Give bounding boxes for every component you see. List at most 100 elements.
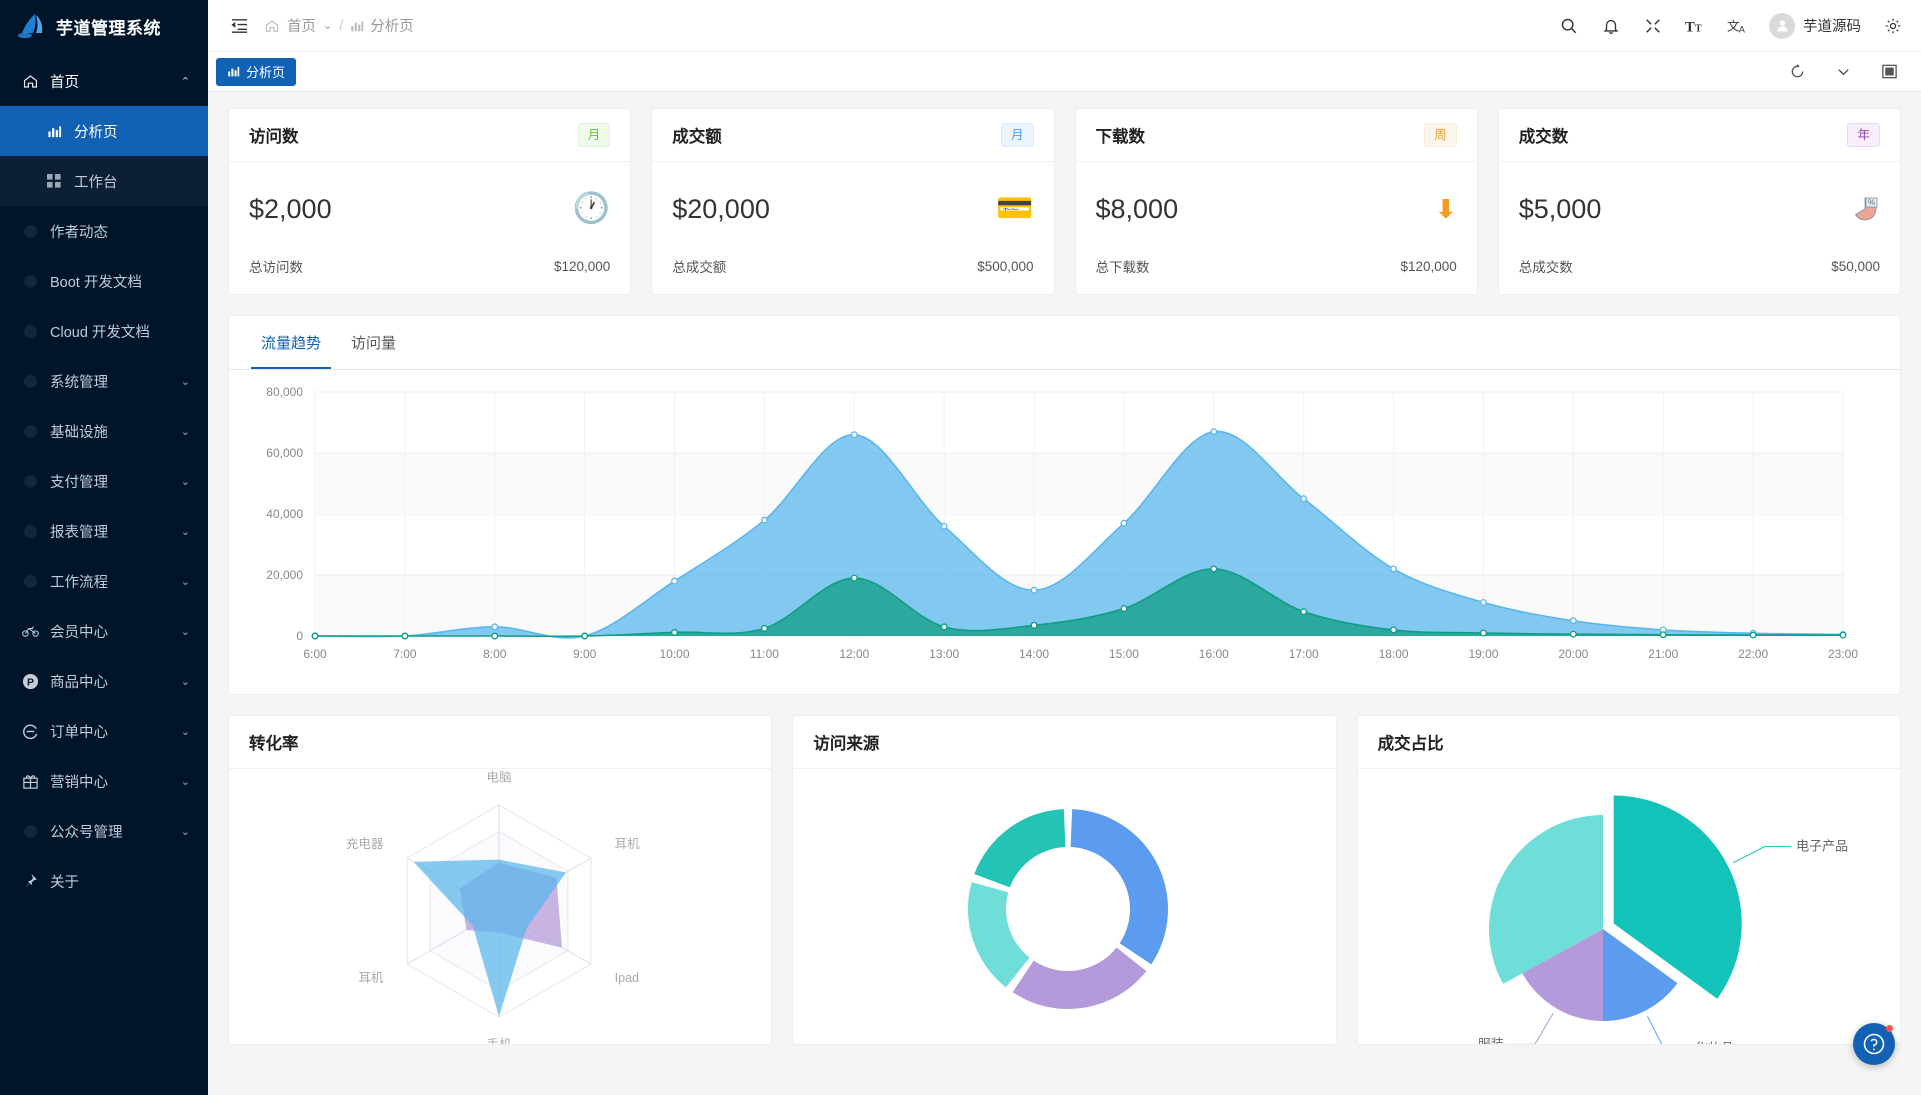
- tab-visits[interactable]: 访问量: [341, 316, 406, 369]
- svg-text:耳机: 耳机: [358, 971, 384, 985]
- sidebar-item-analysis[interactable]: 分析页: [0, 106, 208, 156]
- sidebar-item-mp[interactable]: 公众号管理 ⌄: [0, 806, 208, 856]
- grid-icon: [44, 174, 64, 188]
- area-chart[interactable]: 0 20,000 40,000 60,000 80,000 6:00 7:00 8:00 9:0…: [229, 370, 1900, 694]
- svg-text:60,000: 60,000: [266, 446, 303, 460]
- sidebar-item-about[interactable]: 关于: [0, 856, 208, 906]
- sidebar-item-boot-docs[interactable]: Boot 开发文档: [0, 256, 208, 306]
- svg-text:电脑: 电脑: [486, 770, 511, 784]
- svg-text:13:00: 13:00: [929, 647, 959, 661]
- sidebar-item-order[interactable]: 订单中心 ⌄: [0, 706, 208, 756]
- svg-text:电子产品: 电子产品: [1796, 838, 1848, 853]
- translate-icon[interactable]: 文 A: [1727, 16, 1747, 36]
- tabbar: 分析页: [208, 52, 1921, 92]
- chevron-down-icon: ⌄: [180, 425, 190, 438]
- card-header: 访问来源: [793, 716, 1336, 769]
- breadcrumb-home-label[interactable]: 首页: [287, 19, 316, 35]
- sidebar-item-home[interactable]: 首页 ⌃: [0, 56, 208, 106]
- stat-main: $20,000 💳: [672, 182, 1033, 236]
- period-badge: 月: [577, 123, 611, 147]
- tab-analysis[interactable]: 分析页: [216, 57, 297, 86]
- breadcrumb-current-label: 分析页: [370, 19, 414, 35]
- breadcrumb-separator: /: [339, 17, 344, 34]
- sidebar-item-system[interactable]: 系统管理 ⌄: [0, 356, 208, 406]
- svg-text:20:00: 20:00: [1558, 647, 1588, 661]
- donut-chart[interactable]: [793, 769, 1335, 1044]
- collapse-menu-icon[interactable]: [228, 15, 250, 37]
- sidebar-item-label: 商品中心: [50, 674, 108, 691]
- stat-sub-label: 总访问数: [249, 260, 303, 275]
- sidebar-item-label: Boot 开发文档: [50, 274, 142, 291]
- main-area: 首页 ⌄ / 分析页: [208, 0, 1921, 1095]
- stat-footer: 总下载数 $120,000: [1096, 256, 1457, 276]
- topbar: 首页 ⌄ / 分析页: [208, 0, 1921, 52]
- svg-text:14:00: 14:00: [1019, 647, 1049, 661]
- user-menu[interactable]: 芋道源码: [1769, 12, 1861, 39]
- stat-footer: 总成交数 $50,000: [1519, 256, 1880, 276]
- card-header: 成交数 年: [1498, 109, 1900, 162]
- bell-icon[interactable]: [1601, 16, 1621, 36]
- sidebar-item-label: 分析页: [74, 124, 118, 141]
- sidebar-item-pay[interactable]: 支付管理 ⌄: [0, 456, 208, 506]
- tab-label: 分析页: [246, 65, 286, 80]
- card-body: $20,000 💳 总成交额 $500,000: [652, 162, 1053, 294]
- chevron-down-icon: ⌄: [180, 675, 190, 688]
- card-title: 转化率: [249, 735, 299, 753]
- chevron-down-icon: ⌄: [180, 575, 190, 588]
- chevron-down-icon[interactable]: [1833, 62, 1853, 82]
- tabbar-actions: [1787, 62, 1921, 82]
- sidebar-item-cloud-docs[interactable]: Cloud 开发文档: [0, 306, 208, 356]
- svg-text:A: A: [1739, 24, 1746, 34]
- content: 访问数 月 $2,000 🕐 总访问数 $120,000: [208, 92, 1921, 1095]
- stat-card-row: 访问数 月 $2,000 🕐 总访问数 $120,000: [228, 108, 1901, 295]
- brand[interactable]: 芋道管理系统: [0, 0, 208, 52]
- svg-text:化妆品: 化妆品: [1694, 1040, 1733, 1045]
- sidebar-item-infra[interactable]: 基础设施 ⌄: [0, 406, 208, 456]
- tab-label: 流量趋势: [261, 335, 322, 352]
- sidebar-item-report[interactable]: 报表管理 ⌄: [0, 506, 208, 556]
- stat-sub-label: 总成交数: [1518, 260, 1573, 275]
- svg-text:T: T: [1695, 23, 1702, 34]
- stat-card-turnover: 成交额 月 $20,000 💳 总成交额 $500,000: [651, 108, 1055, 295]
- sidebar-item-author-news[interactable]: 作者动态: [0, 206, 208, 256]
- pie-chart[interactable]: 电子产品化妆品 服装: [1358, 769, 1900, 1045]
- gear-icon[interactable]: [1883, 16, 1903, 36]
- sidebar-item-label: 工作台: [74, 174, 118, 191]
- period-badge: 月: [1000, 123, 1034, 147]
- gift-icon: [20, 771, 40, 791]
- home-icon[interactable]: [264, 18, 280, 34]
- tab-traffic-trend[interactable]: 流量趋势: [251, 316, 332, 369]
- stat-main: $2,000 🕐: [249, 182, 610, 236]
- user-name: 芋道源码: [1803, 19, 1861, 35]
- sidebar-item-workbench[interactable]: 工作台: [0, 156, 208, 206]
- card-title: 成交占比: [1377, 735, 1444, 753]
- p-circle-icon: P: [20, 671, 40, 691]
- card-header: 转化率: [229, 716, 772, 769]
- sidebar-item-member[interactable]: 会员中心 ⌄: [0, 606, 208, 656]
- help-button[interactable]: [1853, 1023, 1895, 1065]
- svg-text:21:00: 21:00: [1648, 647, 1678, 661]
- stat-sub-value: $120,000: [553, 258, 611, 274]
- maximize-icon[interactable]: [1879, 62, 1899, 82]
- stat-value: $5,000: [1518, 193, 1602, 224]
- svg-text:服装: 服装: [1477, 1036, 1503, 1045]
- stat-sub-label: 总下载数: [1095, 260, 1150, 275]
- svg-text:40,000: 40,000: [266, 507, 303, 521]
- search-icon[interactable]: [1559, 16, 1579, 36]
- sidebar-item-marketing[interactable]: 营销中心 ⌄: [0, 756, 208, 806]
- card-header: 成交额 月: [652, 109, 1054, 162]
- card-header: 访问数 月: [229, 109, 631, 162]
- fullscreen-icon[interactable]: [1643, 16, 1663, 36]
- sidebar-item-product[interactable]: P 商品中心 ⌄: [0, 656, 208, 706]
- refresh-icon[interactable]: [1787, 62, 1807, 82]
- radar-chart[interactable]: 电脑 耳机 Ipad 手机 耳机 充电器: [229, 769, 771, 1044]
- sidebar-item-workflow[interactable]: 工作流程 ⌄: [0, 556, 208, 606]
- trend-tabs: 流量趋势 访问量: [229, 316, 1900, 370]
- dot-icon: [20, 571, 40, 591]
- stat-card-downloads: 下载数 周 $8,000 ⬇ 总下载数 $120,000: [1074, 108, 1478, 295]
- dot-icon: [20, 421, 40, 441]
- chevron-down-icon[interactable]: ⌄: [323, 20, 333, 32]
- chart-bar-icon: [350, 19, 364, 33]
- font-size-icon[interactable]: T T: [1685, 16, 1705, 36]
- svg-text:20,000: 20,000: [266, 568, 303, 582]
